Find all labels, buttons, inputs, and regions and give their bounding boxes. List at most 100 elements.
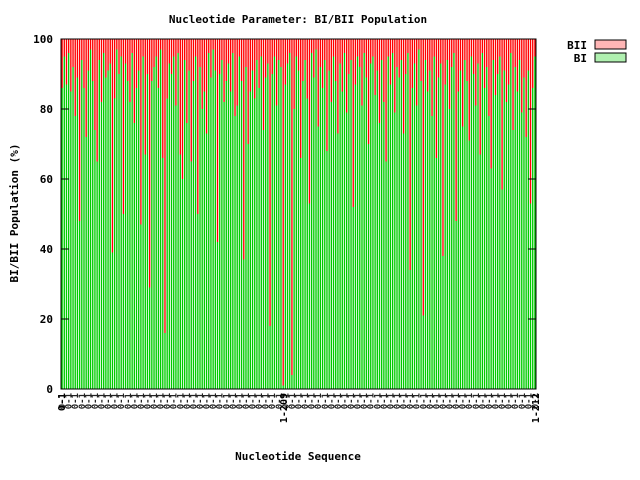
bar-bi-164 (420, 81, 422, 389)
bar-bi-38 (144, 154, 146, 389)
bar-bii-66 (205, 39, 208, 134)
bar-bi-190 (477, 63, 479, 389)
bar-bi-102 (284, 84, 287, 389)
bar-bi-70 (214, 70, 216, 389)
bar-bi-128 (341, 91, 343, 389)
bar-bii-122 (328, 39, 330, 71)
bar-bii-201 (501, 39, 503, 190)
bar-bii-83 (243, 39, 245, 260)
bar-bii-10 (83, 39, 85, 88)
bar-bii-71 (216, 39, 219, 242)
bar-bii-60 (192, 39, 195, 81)
bar-bii-131 (348, 39, 350, 74)
bar-bii-186 (468, 39, 470, 141)
bar-bii-137 (361, 39, 363, 106)
plot-area-frame (60, 38, 537, 390)
bar-bi-150 (389, 84, 392, 389)
bar-bii-16 (96, 39, 98, 162)
bar-bii-132 (350, 39, 352, 60)
bar-bi-129 (343, 53, 346, 389)
bar-bi-4 (70, 91, 72, 389)
x-tick-label-24: 0-1 (111, 393, 121, 409)
bar-bii-84 (245, 39, 247, 67)
bar-bi-14 (92, 81, 94, 389)
bar-bi-40 (148, 287, 151, 389)
x-tick-label-15: 0-1 (91, 393, 101, 409)
bar-bi-2 (65, 84, 68, 389)
bar-bii-63 (199, 39, 201, 67)
bar-bii-133 (352, 39, 354, 207)
bar-bii-91 (260, 39, 262, 57)
x-tick-label-60: 0-1 (189, 393, 199, 409)
bar-bi-29 (124, 63, 127, 389)
bar-bii-165 (422, 39, 424, 316)
bar-bi-94 (267, 63, 269, 389)
bar-bii-101 (282, 39, 284, 386)
bar-bii-175 (444, 39, 446, 85)
bar-bi-179 (453, 53, 455, 389)
bar-bii-199 (497, 39, 499, 74)
bar-bii-45 (159, 39, 162, 50)
bar-bi-195 (488, 116, 490, 389)
bar-bi-158 (407, 53, 409, 389)
bar-bi-112 (306, 98, 308, 389)
bar-bii-82 (240, 39, 243, 81)
bar-bii-55 (181, 39, 184, 179)
x-tick-label-96: 0-1 (268, 393, 278, 409)
bar-bii-58 (188, 39, 190, 71)
bar-bii-204 (507, 39, 510, 85)
bar-bi-192 (481, 53, 484, 389)
bar-bii-173 (440, 39, 442, 64)
bar-bii-3 (67, 39, 70, 53)
x-tick-label-last: 1-212 (531, 393, 542, 423)
bar-bii-134 (354, 39, 357, 85)
bar-bii-177 (448, 39, 451, 109)
bar-bii-126 (337, 39, 339, 134)
bar-bi-20 (105, 77, 107, 389)
bar-bii-171 (435, 39, 438, 158)
legend-swatch-bi (594, 52, 627, 63)
x-tick-label-18: 0-1 (98, 393, 108, 409)
bar-bii-33 (133, 39, 136, 123)
bar-bii-209 (518, 39, 521, 60)
bar-bi-163 (418, 49, 420, 389)
bar-bii-176 (446, 39, 449, 60)
bar-bii-21 (107, 39, 109, 71)
bar-bii-0 (61, 39, 63, 88)
bar-bii-50 (170, 39, 173, 74)
bar-bi-139 (365, 77, 368, 389)
bar-bii-61 (194, 39, 197, 57)
bar-bi-133 (352, 207, 354, 389)
bar-bii-148 (385, 39, 387, 162)
bar-bi-213 (527, 70, 530, 389)
bar-bii-39 (146, 39, 149, 74)
bar-bi-103 (286, 63, 289, 389)
bar-bi-198 (494, 95, 497, 389)
bar-bii-189 (475, 39, 477, 106)
bar-bii-103 (286, 39, 289, 64)
bar-bii-1 (63, 39, 65, 57)
bar-bi-113 (308, 203, 311, 389)
bar-bii-151 (391, 39, 394, 53)
x-tick-label-174: 0-1 (439, 393, 449, 409)
bar-bii-106 (293, 39, 295, 109)
bar-bi-30 (127, 81, 129, 389)
bar-bi-37 (142, 56, 144, 389)
bar-bii-49 (168, 39, 171, 64)
bar-bii-144 (376, 39, 378, 71)
bar-bi-140 (367, 144, 370, 389)
bar-bii-72 (219, 39, 221, 74)
bar-bii-77 (229, 39, 232, 92)
bar-bi-207 (514, 67, 516, 389)
x-tick-label-183: 0-1 (459, 393, 469, 409)
bar-bi-17 (98, 60, 100, 389)
bar-bii-164 (420, 39, 422, 81)
bar-bi-138 (363, 53, 365, 389)
bar-bi-55 (181, 179, 184, 389)
bar-bii-149 (387, 39, 389, 57)
bar-bii-136 (359, 39, 361, 67)
bar-bi-200 (499, 56, 501, 389)
x-tick-label-45: 0-1 (157, 393, 167, 409)
x-tick-label-0: 0-1 (58, 393, 68, 409)
bar-bi-105 (291, 375, 293, 389)
